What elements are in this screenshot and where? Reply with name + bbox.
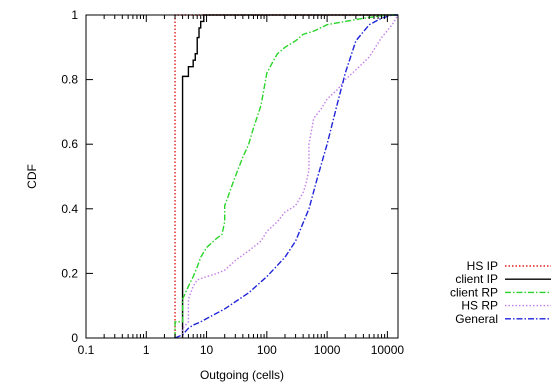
y-axis-label: CDF xyxy=(25,164,39,189)
legend-label: HS IP xyxy=(467,259,498,273)
series-line-client-ip xyxy=(181,14,398,338)
axis-layer: 0.1 1 10 100 1000 10000 0 0.2 0.4 0.6 0.8 1 xyxy=(61,8,404,357)
y-tick-label: 0.4 xyxy=(61,202,78,216)
x-tick-label: 1 xyxy=(143,343,150,357)
series-line-general xyxy=(174,14,398,339)
x-tick-label: 1000 xyxy=(314,343,341,357)
series-line-client-rp xyxy=(174,14,398,338)
legend-label: client RP xyxy=(450,285,498,299)
y-tick-label: 0 xyxy=(71,331,78,345)
series-line-hs-ip xyxy=(174,14,398,338)
legend-label: client IP xyxy=(455,272,498,286)
x-tick-label: 10 xyxy=(200,343,214,357)
legend-label: HS RP xyxy=(461,299,498,313)
y-tick-label: 0.8 xyxy=(61,73,78,87)
series-layer xyxy=(174,14,399,339)
y-tick-label: 1 xyxy=(71,8,78,22)
series-line-hs-rp xyxy=(181,14,399,338)
x-tick-label: 0.1 xyxy=(78,343,95,357)
x-tick-label: 10000 xyxy=(371,343,405,357)
x-axis-label: Outgoing (cells) xyxy=(200,368,284,382)
y-tick-label: 0.2 xyxy=(61,266,78,280)
y-tick-label: 0.6 xyxy=(61,137,78,151)
plot-frame xyxy=(85,14,399,339)
legend-label: General xyxy=(455,312,498,326)
x-tick-label: 100 xyxy=(257,343,277,357)
